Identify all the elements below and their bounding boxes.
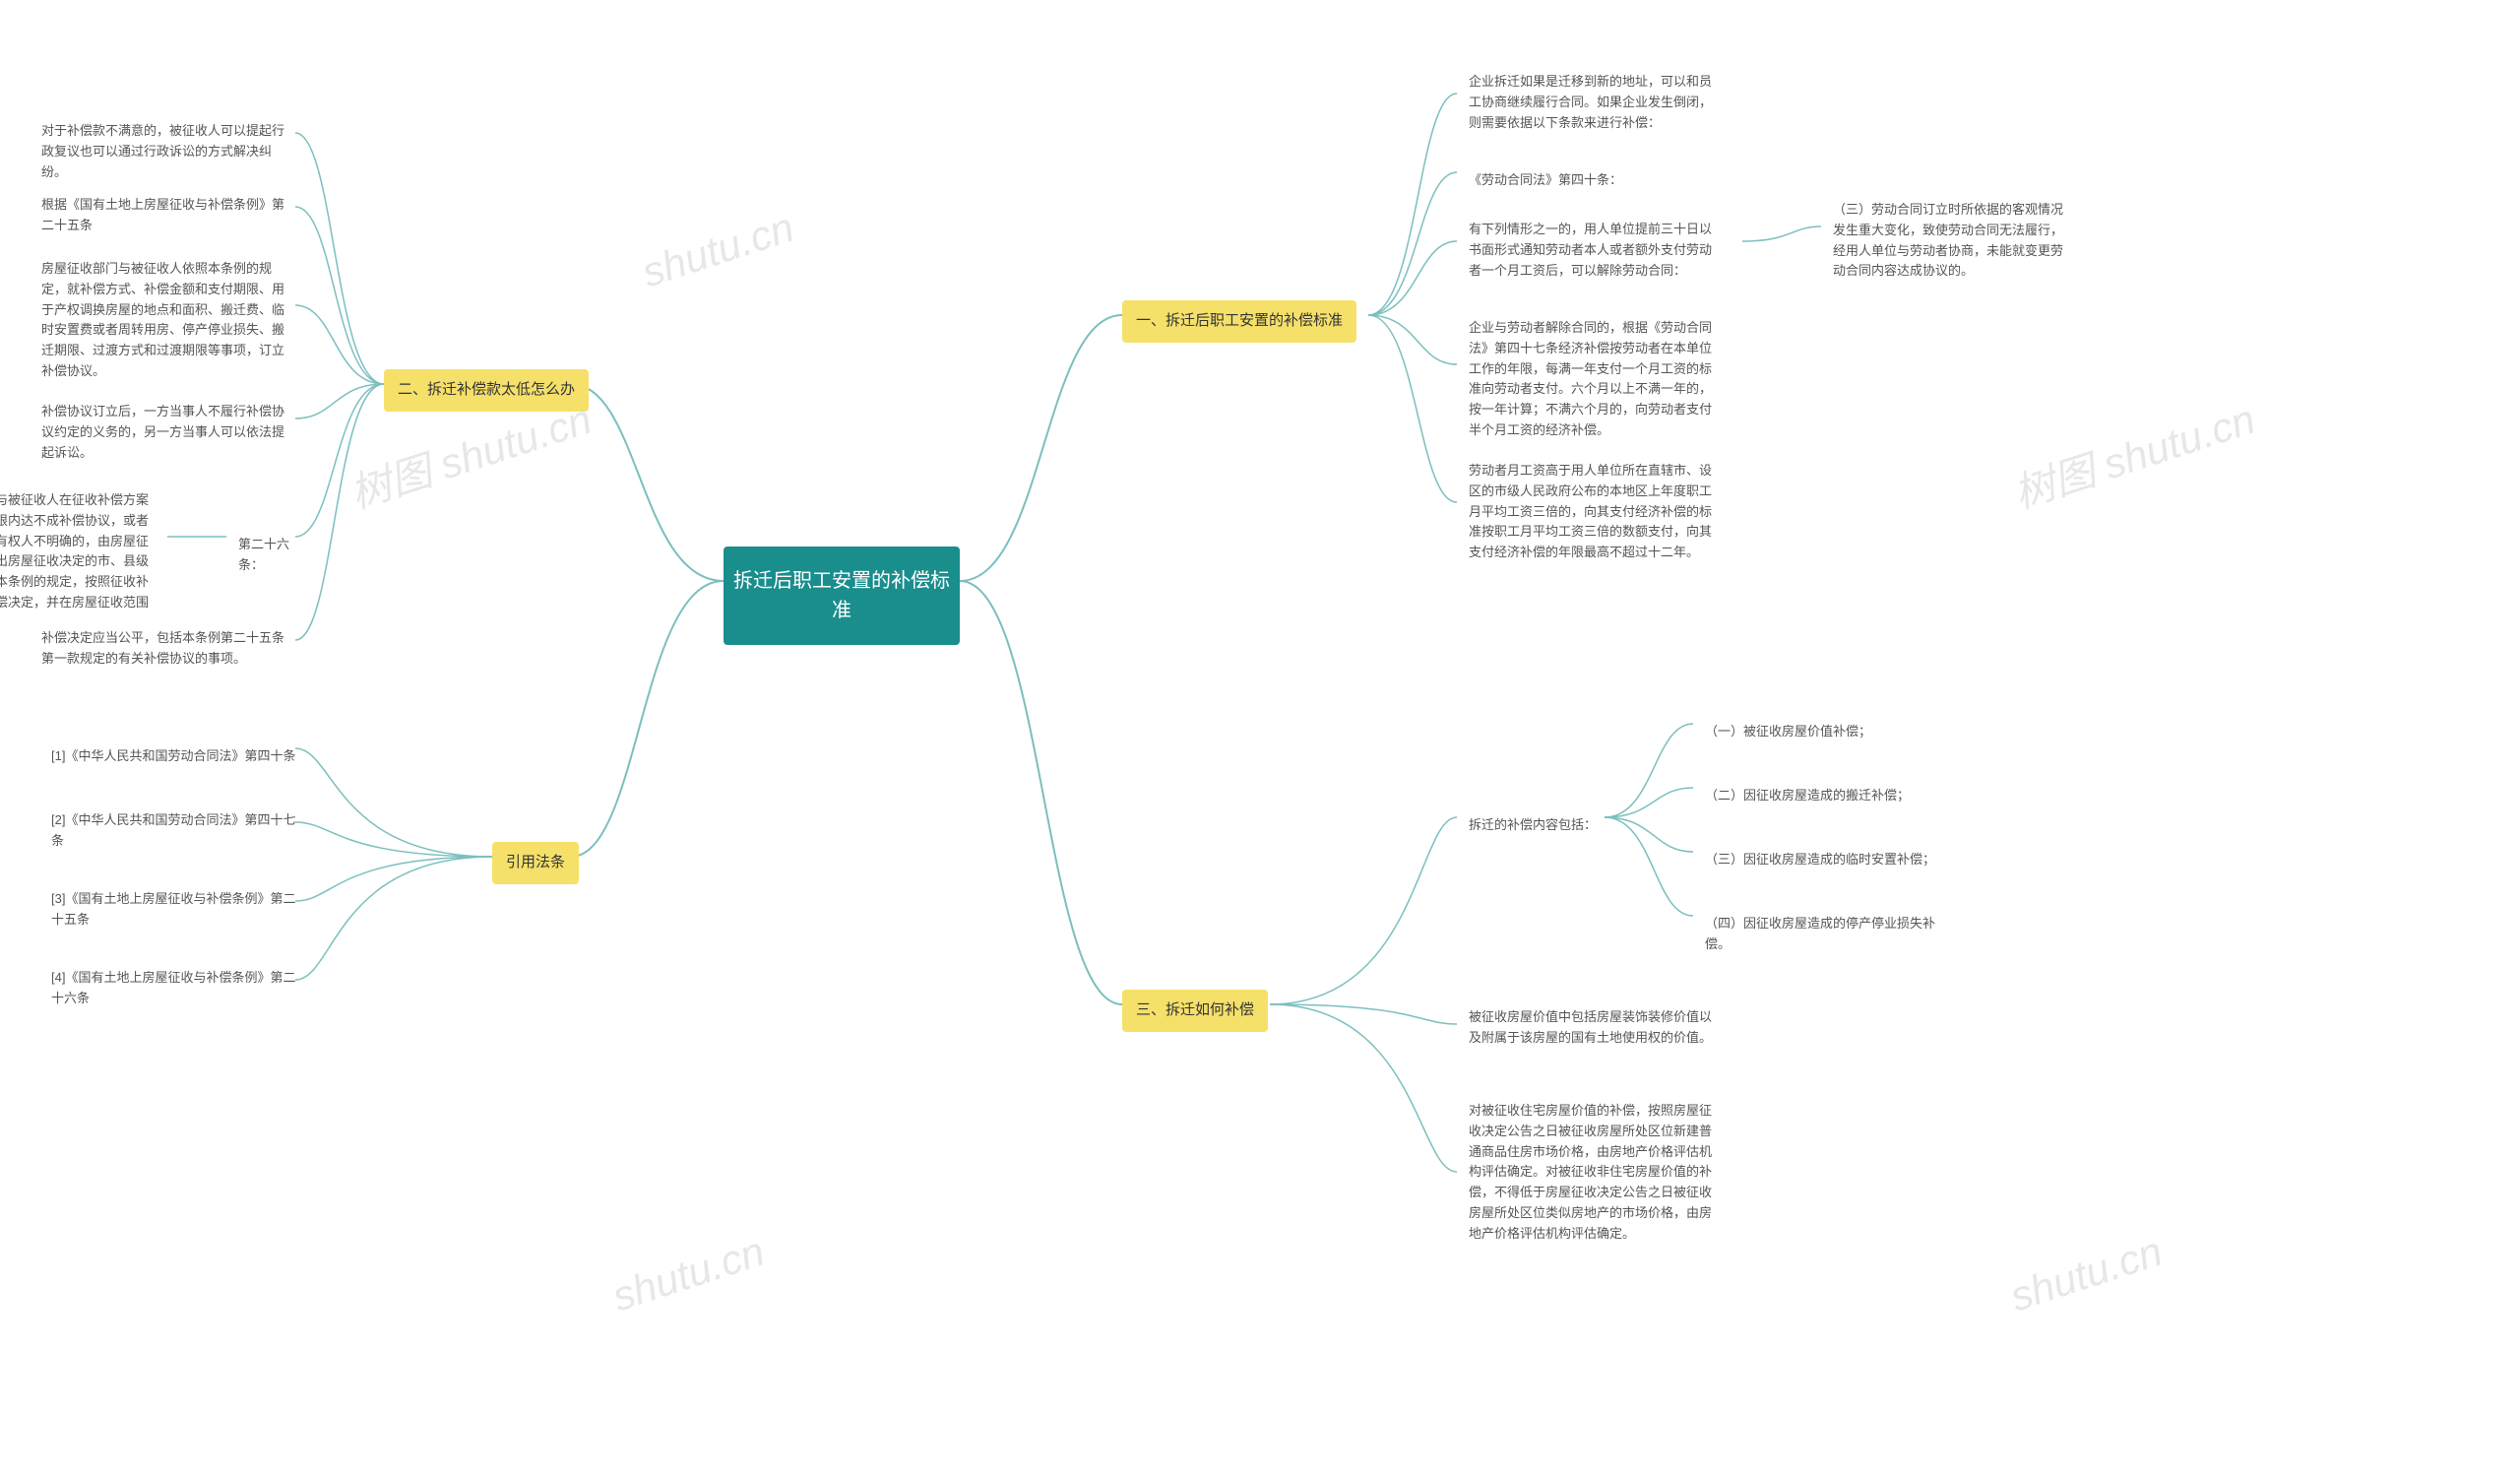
leaf-l1-4: 第二十六条： [226,527,315,584]
leaf-l2-0: [1]《中华人民共和国劳动合同法》第四十条 [39,739,307,775]
leaf-r2-1: 被征收房屋价值中包括房屋装饰装修价值以及附属于该房屋的国有土地使用权的价值。 [1457,999,1732,1057]
leaf-r2-0: 拆迁的补偿内容包括： [1457,807,1608,844]
leaf-r2-sub-2: （三）因征收房屋造成的临时安置补偿； [1693,842,1947,878]
leaf-r1-1: 《劳动合同法》第四十条： [1457,162,1634,199]
leaf-l1-6: 补偿决定应当公平，包括本条例第二十五条第一款规定的有关补偿协议的事项。 [30,620,305,677]
leaf-l1-0: 对于补偿款不满意的，被征收人可以提起行政复议也可以通过行政诉讼的方式解决纠纷。 [30,113,305,190]
leaf-l2-2: [3]《国有土地上房屋征收与补偿条例》第二十五条 [39,881,315,938]
watermark-4: shutu.cn [606,1228,770,1321]
leaf-r1-3: 企业与劳动者解除合同的，根据《劳动合同法》第四十七条经济补偿按劳动者在本单位工作… [1457,310,1732,449]
connectors-svg [0,0,2520,1480]
leaf-r1-0: 企业拆迁如果是迁移到新的地址，可以和员工协商继续履行合同。如果企业发生倒闭，则需… [1457,64,1732,141]
leaf-l1-2: 房屋征收部门与被征收人依照本条例的规定，就补偿方式、补偿金额和支付期限、用于产权… [30,251,305,390]
leaf-r2-2: 对被征收住宅房屋价值的补偿，按照房屋征收决定公告之日被征收房屋所处区位新建普通商… [1457,1093,1732,1253]
leaf-l1-1: 根据《国有土地上房屋征收与补偿条例》第二十五条 [30,187,305,244]
leaf-r1-4: 劳动者月工资高于用人单位所在直辖市、设区的市级人民政府公布的本地区上年度职工月平… [1457,453,1732,571]
leaf-l2-3: [4]《国有土地上房屋征收与补偿条例》第二十六条 [39,960,315,1017]
branch-left-2: 引用法条 [492,842,579,884]
watermark-5: shutu.cn [2004,1228,2168,1321]
leaf-l1-3: 补偿协议订立后，一方当事人不履行补偿协议约定的义务的，另一方当事人可以依法提起诉… [30,394,305,471]
leaf-r1-2: 有下列情形之一的，用人单位提前三十日以书面形式通知劳动者本人或者额外支付劳动者一… [1457,212,1732,289]
branch-right-2: 三、拆迁如何补偿 [1122,990,1268,1032]
leaf-l2-1: [2]《中华人民共和国劳动合同法》第四十七条 [39,803,315,860]
watermark-1: shutu.cn [636,204,799,297]
branch-right-1: 一、拆迁后职工安置的补偿标准 [1122,300,1356,343]
leaf-r2-sub-3: （四）因征收房屋造成的停产停业损失补偿。 [1693,906,1969,963]
leaf-r2-sub-1: （二）因征收房屋造成的搬迁补偿； [1693,778,1922,814]
leaf-r1-sub: （三）劳动合同订立时所依据的客观情况发生重大变化，致使劳动合同无法履行，经用人单… [1821,192,2087,290]
watermark-3: 树图 shutu.cn [2005,386,2262,521]
leaf-r2-sub-0: （一）被征收房屋价值补偿； [1693,714,1883,750]
leaf-l1-5: 房屋征收部门与被征收人在征收补偿方案确定的签约期限内达不成补偿协议，或者被征收房… [0,483,172,642]
branch-left-1: 二、拆迁补偿款太低怎么办 [384,369,589,412]
root-node: 拆迁后职工安置的补偿标准 [724,547,960,645]
